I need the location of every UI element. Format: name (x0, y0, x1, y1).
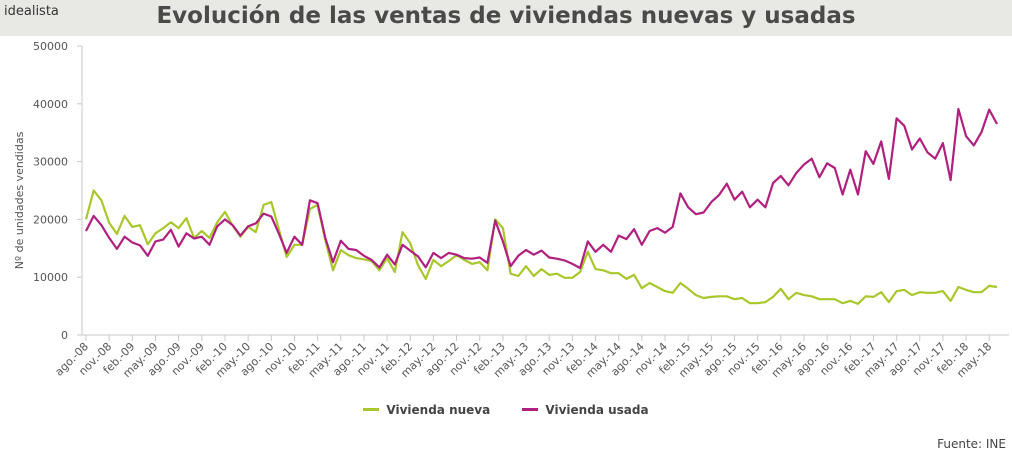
y-tick-label: 20000 (33, 213, 68, 226)
brand-logo: idealista (4, 4, 59, 19)
legend-label-usada: Vivienda usada (545, 402, 649, 417)
legend-label-nueva: Vivienda nueva (386, 402, 491, 417)
legend-swatch-nueva (363, 408, 380, 411)
y-tick-label: 30000 (33, 156, 68, 169)
header-bar: idealista Evolución de las ventas de viv… (0, 0, 1012, 36)
legend: Vivienda nueva Vivienda usada (0, 400, 1012, 417)
legend-swatch-usada (522, 408, 539, 411)
series-line-vivienda-usada (85, 107, 998, 270)
legend-item-usada[interactable]: Vivienda usada (522, 402, 649, 417)
y-tick-label: 0 (61, 329, 68, 342)
y-tick-label: 50000 (33, 40, 68, 53)
legend-item-nueva[interactable]: Vivienda nueva (363, 403, 490, 417)
series-line-vivienda-nueva (84, 189, 998, 305)
chart-title: Evolución de las ventas de viviendas nue… (156, 3, 856, 29)
y-axis-title: Nº de unidades vendidas (13, 131, 26, 269)
y-tick-label: 10000 (33, 271, 68, 284)
y-tick-label: 40000 (33, 98, 68, 111)
source-note: Fuente: INE (937, 437, 1006, 451)
